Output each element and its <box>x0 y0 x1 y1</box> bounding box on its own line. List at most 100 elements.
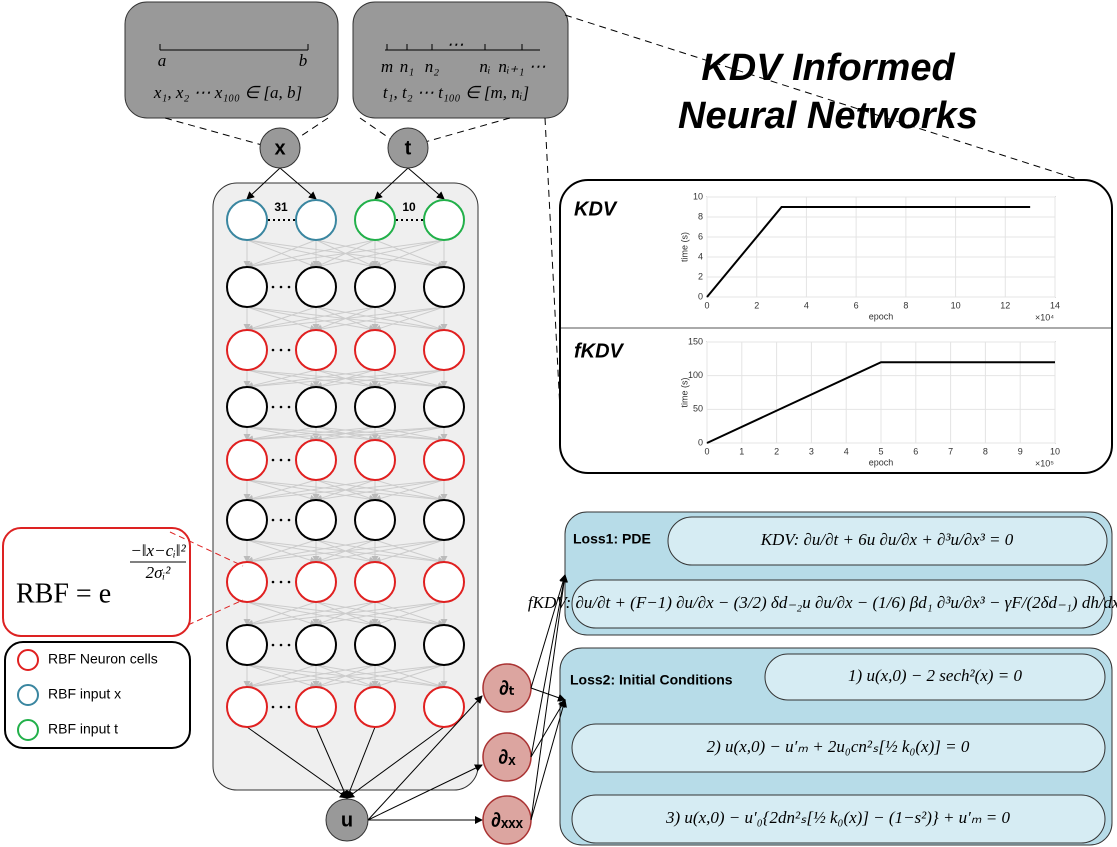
neuron <box>354 624 396 666</box>
guides <box>164 14 1081 411</box>
neuron <box>295 686 337 728</box>
connection <box>246 539 445 565</box>
connection <box>315 239 445 270</box>
arrow <box>315 726 348 799</box>
x-tick-label: 3 <box>809 446 814 456</box>
neuron <box>354 499 396 541</box>
neuron <box>295 386 337 428</box>
connection <box>246 539 317 564</box>
equation-pill <box>764 653 1106 701</box>
neuron <box>423 266 465 308</box>
connection <box>246 239 445 270</box>
ellipsis-dot <box>287 285 291 289</box>
y-tick-label: 6 <box>698 231 703 241</box>
title: Neural Networks <box>678 95 978 137</box>
x-tick-label: 2 <box>774 446 779 456</box>
x-tick-label: 5 <box>878 446 883 456</box>
connection <box>374 479 445 502</box>
neuron <box>226 624 268 666</box>
arrow <box>530 699 567 821</box>
ellipsis-dot <box>279 518 283 522</box>
connection <box>246 239 376 270</box>
arrow <box>530 699 566 758</box>
legend-label: RBF input x <box>48 686 121 702</box>
x-tick-label: 4 <box>804 300 809 310</box>
connection <box>315 426 445 443</box>
y-tick-label: 10 <box>693 191 703 201</box>
x-tick-label: 9 <box>1018 446 1023 456</box>
chart-label: fKDV <box>574 340 625 362</box>
equation: 2) u(x,0) − u′ₘ + 2u₀cn²ₛ[½ k₀(x)] = 0 <box>707 737 970 756</box>
t-tick-label: ⋯ <box>447 35 464 54</box>
connection <box>374 239 445 269</box>
neuron <box>423 329 465 371</box>
derivative-label: ∂ₓ <box>498 746 516 768</box>
neuron <box>423 561 465 603</box>
equation: KDV: ∂u/∂t + 6u ∂u/∂x + ∂³u/∂x³ = 0 <box>760 530 1014 549</box>
arrow <box>279 167 317 200</box>
y-tick-label: 100 <box>688 370 703 380</box>
ellipsis-dot <box>271 580 275 584</box>
arrow <box>345 726 376 799</box>
x-tick-label: 8 <box>983 446 988 456</box>
connection <box>315 306 445 333</box>
y-tick-label: 0 <box>698 291 703 301</box>
connection <box>374 426 445 443</box>
connection <box>246 479 376 503</box>
x-tick-label: 6 <box>913 446 918 456</box>
input-node <box>387 127 429 169</box>
connection <box>315 664 445 690</box>
y-tick-label: 150 <box>688 336 703 346</box>
x-tick-label: 4 <box>844 446 849 456</box>
connection <box>246 664 376 690</box>
neuron <box>295 199 337 241</box>
t-tick-label: nᵢ <box>479 57 490 76</box>
arrow <box>346 726 445 799</box>
x-tick-label: 10 <box>951 300 961 310</box>
x-tick-label: 1 <box>739 446 744 456</box>
neuron <box>354 199 396 241</box>
input-node <box>259 127 301 169</box>
input-count: 31 <box>274 200 288 214</box>
x-axis-label: epoch <box>869 457 894 467</box>
ellipsis-dot <box>271 285 275 289</box>
arrow <box>530 574 568 758</box>
ellipsis-dot <box>279 458 283 462</box>
legend-swatch <box>17 684 39 706</box>
equation-pill <box>571 579 1106 629</box>
connection <box>315 479 445 503</box>
arrow <box>407 167 445 200</box>
connection <box>246 664 317 689</box>
output-label: u <box>341 809 353 831</box>
connection <box>246 426 445 444</box>
connection <box>246 479 445 503</box>
neuron <box>226 386 268 428</box>
neuron <box>423 199 465 241</box>
x-tick-label: 8 <box>903 300 908 310</box>
neuron <box>295 561 337 603</box>
ellipsis-dot <box>287 348 291 352</box>
neuron <box>354 439 396 481</box>
neuron <box>226 499 268 541</box>
neuron <box>295 499 337 541</box>
x-domain-box <box>124 1 339 119</box>
ellipsis-dot <box>279 348 283 352</box>
t-tick-label: n₁ <box>400 57 414 76</box>
x-points: x₁, x₂ ⋯ x₁₀₀ ∈ [a, b] <box>153 83 302 102</box>
ellipsis-dot <box>287 580 291 584</box>
x-tick-label: 14 <box>1050 300 1060 310</box>
x-multiplier: ×10⁵ <box>1035 458 1054 468</box>
timing-line <box>706 206 1031 298</box>
x-multiplier: ×10⁴ <box>1035 312 1054 322</box>
legend-label: RBF Neuron cells <box>48 651 158 667</box>
connection <box>374 664 445 689</box>
y-tick-label: 0 <box>698 437 703 447</box>
equation: 1) u(x,0) − 2 sech²(x) = 0 <box>848 666 1022 685</box>
connection <box>246 369 317 389</box>
neuron <box>423 499 465 541</box>
loss2-label: Loss2: Initial Conditions <box>570 672 733 688</box>
y-tick-label: 50 <box>693 404 703 414</box>
connection <box>374 539 445 564</box>
equation-pill <box>571 723 1106 773</box>
connection <box>246 369 445 390</box>
